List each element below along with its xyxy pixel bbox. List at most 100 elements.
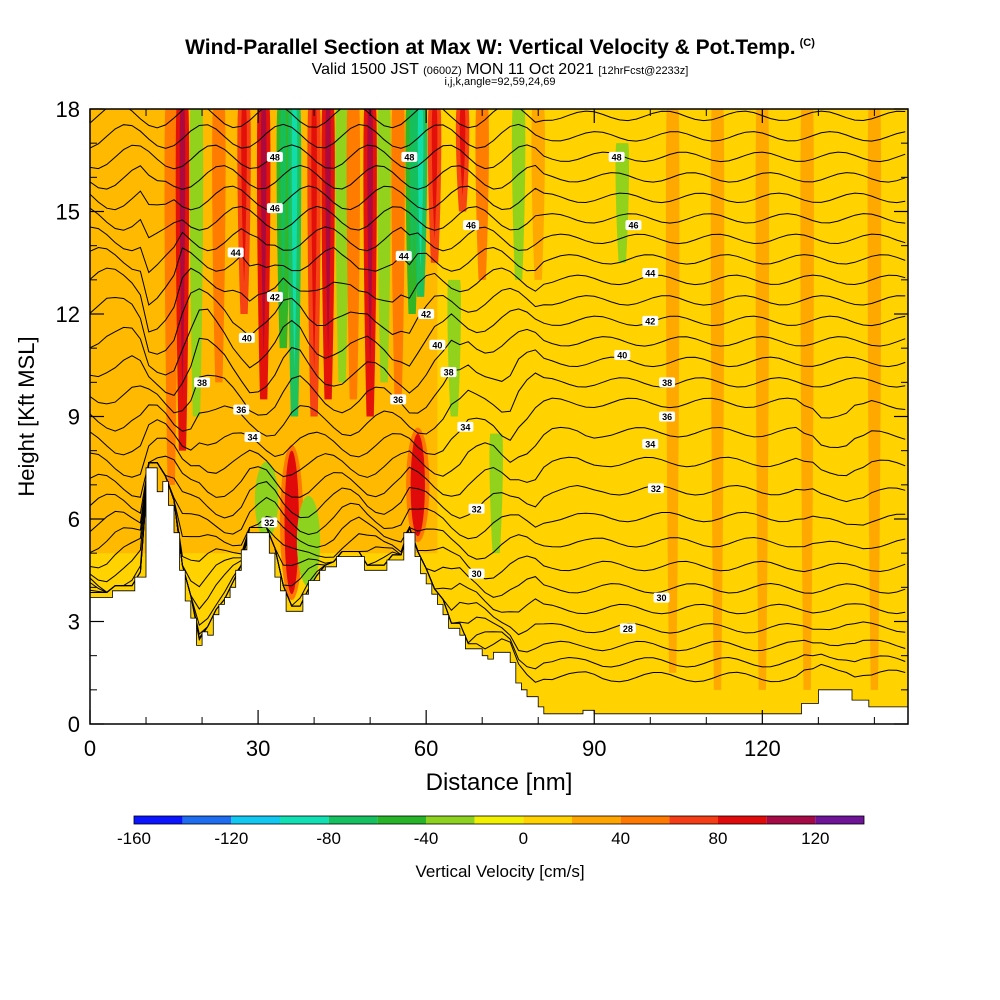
theta-contour-line [90,462,906,636]
contour-label-bg [625,220,642,231]
y-tick-label: 12 [56,302,80,327]
contour-label: 42 [270,292,280,302]
contour-label: 36 [236,405,246,415]
velocity-plume [189,109,204,417]
contour-label: 40 [242,333,252,343]
contour-label: 34 [247,433,257,443]
contour-label: 38 [662,378,672,388]
velocity-plume-core [260,109,267,356]
velocity-plume [346,109,361,400]
velocity-plume-core [367,109,373,371]
velocity-plume [867,109,882,690]
contour-label-bg [468,568,485,579]
velocity-plume [755,109,770,690]
x-tick-label: 120 [744,736,781,761]
contour-label: 44 [231,248,241,258]
theta-contour-line [90,462,906,540]
contour-label-bg [227,247,244,258]
y-axis-label: Height [Kft MSL] [14,336,39,496]
contour-label: 48 [404,152,414,162]
velocity-plume-outer [346,109,361,400]
velocity-plume-outer [665,109,680,673]
velocity-plume-core [431,109,438,240]
chart-title: Wind-Parallel Section at Max W: Vertical… [0,36,1000,60]
contour-label-bg [642,315,659,326]
contour-label: 38 [444,368,454,378]
colorbar-swatch [669,816,718,824]
contour-label: 36 [393,395,403,405]
contour-label: 42 [421,310,431,320]
velocity-core [280,444,304,601]
contour-label: 48 [270,152,280,162]
contour-label-bg [659,411,676,422]
theta-contour-line [90,462,906,580]
colorbar-tick-label: 40 [611,829,630,848]
contour-label-bg [642,268,659,278]
velocity-core-center [284,450,299,595]
colorbar-swatch [231,816,280,824]
theta-contour-line [90,462,906,615]
contour-label-bg [429,339,446,350]
theta-contour-line [90,462,906,560]
velocity-plume-outer [212,109,226,383]
velocity-plume [427,109,442,263]
colorbar-tick-label: 80 [709,829,728,848]
y-tick-label: 18 [56,97,80,122]
colorbar-tick-label: -80 [316,829,341,848]
valid-time-line: Valid 1500 JST (0600Z) MON 11 Oct 2021 [… [0,61,1000,79]
colorbar-swatch [815,816,864,824]
theta-contour-line [90,246,906,306]
x-axis-label: Distance [nm] [426,769,573,796]
contour-label: 42 [645,316,655,326]
colorbar-tick-label: -120 [214,829,248,848]
contour-label-bg [238,332,255,343]
colorbar-tick-label: 120 [801,829,829,848]
theta-contour-line [90,185,906,211]
theta-contour-line [90,164,906,190]
velocity-plume-outer [189,109,204,417]
velocity-plume-core [241,109,247,284]
terrain-mask [90,467,908,724]
velocity-plume [665,109,680,673]
velocity-plume-core [325,109,331,356]
contour-label-bg [468,503,485,514]
velocity-plume-outer [377,109,391,383]
contour-label: 46 [270,204,280,214]
contour-label-bg [233,404,250,415]
colorbar-swatch [474,816,524,824]
contour-label-bg [266,203,283,214]
valid-time-main: Valid 1500 JST [311,61,419,78]
contour-label: 30 [656,593,666,603]
contour-label-bg [266,291,283,302]
theta-contour-line [90,462,906,519]
colorbar-swatch [182,816,232,824]
velocity-plume-core [311,109,317,371]
colorbar-tick-label: -40 [414,829,439,848]
valid-time-utc: (0600Z) [423,65,462,77]
contour-label-bg [418,309,435,319]
colorbar-label: Vertical Velocity [cm/s] [415,862,585,881]
y-tick-label: 15 [56,200,80,225]
theta-contour-line [90,397,906,458]
theta-contour-line [90,226,906,274]
contour-label: 44 [399,251,409,261]
velocity-plume [287,109,302,417]
theta-contour-line [90,308,906,376]
contour-label-bg [659,377,676,388]
velocity-plume [363,109,377,417]
y-tick-label: 6 [68,507,80,532]
contour-label-bg [608,151,625,162]
velocity-plume [531,109,545,280]
x-tick-label: 30 [246,736,270,761]
theta-contour-line [90,267,906,333]
colorbar-swatch [766,816,816,824]
potential-temperature-contours [90,109,906,683]
colorbar-swatch [620,816,670,824]
colorbar-swatch [377,816,426,824]
velocity-plume [475,109,489,280]
valid-date: MON 11 Oct 2021 [466,61,594,78]
contour-label: 32 [651,484,661,494]
copyright-mark: (C) [799,37,815,49]
theta-contour-line [90,287,906,355]
